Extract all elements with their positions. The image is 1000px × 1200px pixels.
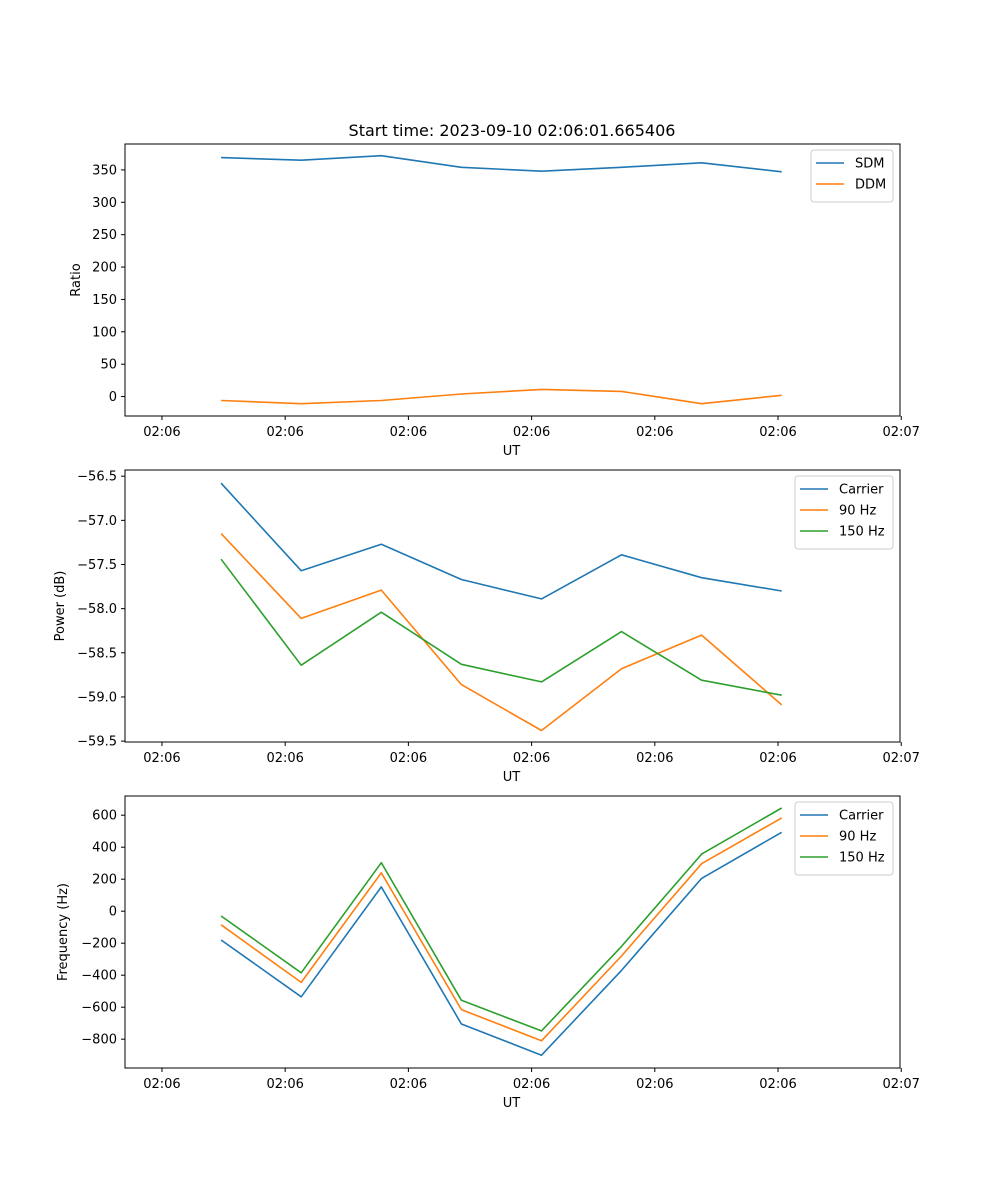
y-tick-label: 100 <box>92 325 117 340</box>
y-tick-label: −59.5 <box>77 735 117 750</box>
series-line-carrier <box>220 831 783 1056</box>
axes-frame <box>124 795 901 1069</box>
axes-frame <box>124 143 901 417</box>
x-tick-label: 02:06 <box>143 1077 180 1092</box>
x-tick-label: 02:06 <box>390 1077 427 1092</box>
y-tick-label: 200 <box>92 261 117 276</box>
x-tick-label: 02:06 <box>390 751 427 766</box>
legend-entry: 150 Hz <box>839 851 885 866</box>
series-line-carrier <box>220 482 782 600</box>
y-tick-label: −800 <box>81 1033 117 1048</box>
x-tick-label: 02:06 <box>266 425 303 440</box>
y-tick-label: −57.0 <box>77 514 117 529</box>
x-tick-label: 02:06 <box>636 751 673 766</box>
x-tick-label: 02:06 <box>513 751 550 766</box>
y-tick-label: 150 <box>92 293 117 308</box>
panels: 02:06 02:06 02:06 02:06 02:06 02:06 02:07 0 50 10… <box>53 143 920 1111</box>
chart-panel-1: 02:06 02:06 02:06 02:06 02:06 02:06 02:07 0 50 10… <box>69 143 920 459</box>
legend-entry: Carrier <box>839 483 884 498</box>
series-line-ddm <box>221 388 782 405</box>
y-tick-label: 0 <box>109 390 117 405</box>
y-axis-label: Frequency (Hz) <box>56 883 71 981</box>
x-tick-label: 02:06 <box>513 1077 550 1092</box>
x-tick-label: 02:06 <box>759 1077 796 1092</box>
legend-entry: 90 Hz <box>839 830 876 845</box>
x-axis-label: UT <box>503 444 521 459</box>
chart-title: Start time: 2023-09-10 02:06:01.665406 <box>349 121 676 140</box>
series-line-90-hz <box>220 817 783 1042</box>
axes-frame <box>124 469 901 743</box>
x-tick-label: 02:06 <box>266 1077 303 1092</box>
x-tick-label: 02:07 <box>882 1077 919 1092</box>
x-tick-label: 02:06 <box>636 425 673 440</box>
y-tick-label: −200 <box>81 937 117 952</box>
series-line-150-hz <box>220 558 782 696</box>
legend-entry: DDM <box>855 178 886 193</box>
x-tick-label: 02:07 <box>882 751 919 766</box>
legend: Carrier 90 Hz 150 Hz <box>794 801 894 876</box>
x-tick-label: 02:06 <box>390 425 427 440</box>
legend: SDM DDM <box>810 149 894 203</box>
y-tick-label: 600 <box>92 809 117 824</box>
series-line-150-hz <box>220 807 783 1032</box>
y-tick-label: 50 <box>100 358 117 373</box>
x-tick-label: 02:06 <box>143 751 180 766</box>
y-tick-label: 0 <box>109 905 117 920</box>
series-line-sdm <box>221 154 782 173</box>
legend-entry: 90 Hz <box>839 504 876 519</box>
y-tick-label: 400 <box>92 841 117 856</box>
x-tick-label: 02:06 <box>143 425 180 440</box>
y-tick-label: 250 <box>92 228 117 243</box>
y-tick-label: −600 <box>81 1001 117 1016</box>
x-tick-label: 02:06 <box>513 425 550 440</box>
x-tick-label: 02:07 <box>882 425 919 440</box>
x-tick-label: 02:06 <box>636 1077 673 1092</box>
y-tick-label: 350 <box>92 163 117 178</box>
y-tick-label: −58.0 <box>77 602 117 617</box>
x-axis-label: UT <box>503 1096 521 1111</box>
y-tick-label: 300 <box>92 196 117 211</box>
y-axis-label: Ratio <box>69 263 84 296</box>
y-tick-label: −57.5 <box>77 558 117 573</box>
x-tick-label: 02:06 <box>266 751 303 766</box>
chart-panel-3: 02:06 02:06 02:06 02:06 02:06 02:06 02:07 −800 −… <box>56 795 920 1111</box>
chart-panel-2: 02:06 02:06 02:06 02:06 02:06 02:06 02:07 −59.5… <box>53 469 920 785</box>
x-axis-label: UT <box>503 770 521 785</box>
y-axis-label: Power (dB) <box>53 571 68 642</box>
y-tick-label: −58.5 <box>77 646 117 661</box>
series-line-90-hz <box>220 533 783 732</box>
y-tick-label: 200 <box>92 873 117 888</box>
legend-entry: 150 Hz <box>839 525 885 540</box>
legend-entry: Carrier <box>839 809 884 824</box>
x-tick-label: 02:06 <box>759 751 796 766</box>
x-tick-label: 02:06 <box>759 425 796 440</box>
legend: Carrier 90 Hz 150 Hz <box>794 475 894 550</box>
y-tick-label: −59.0 <box>77 690 117 705</box>
y-tick-label: −56.5 <box>77 470 117 485</box>
y-tick-label: −400 <box>81 969 117 984</box>
legend-entry: SDM <box>855 157 884 172</box>
